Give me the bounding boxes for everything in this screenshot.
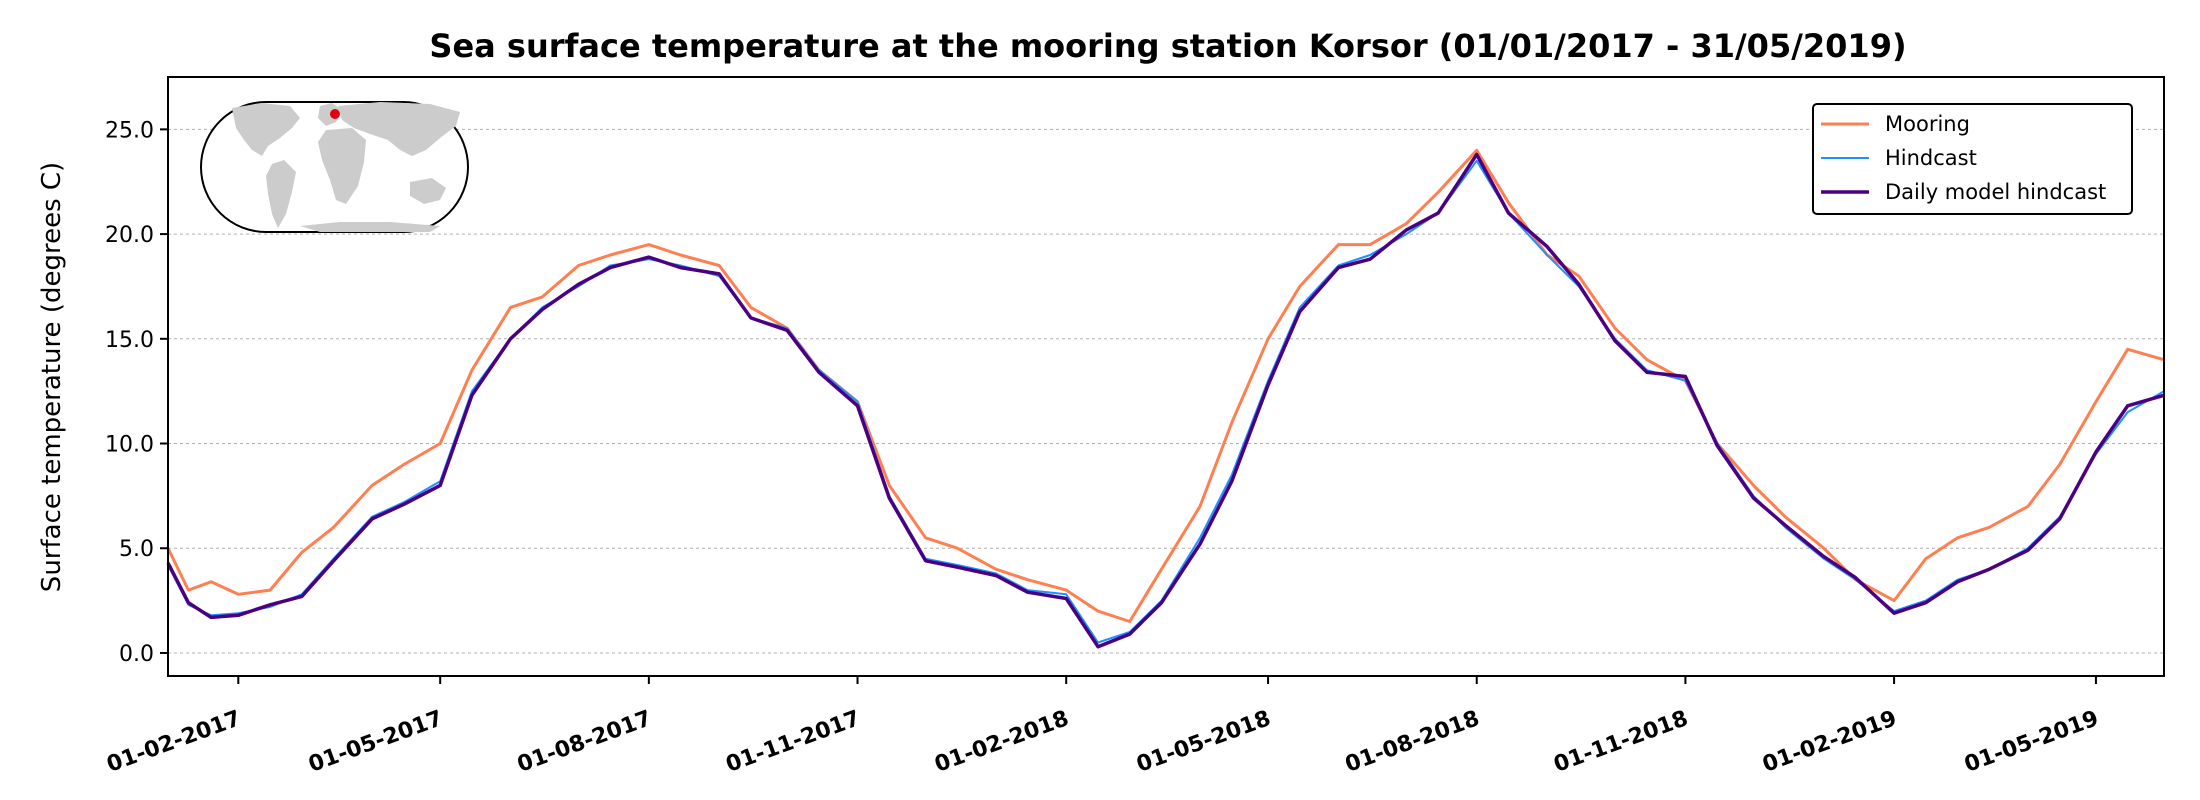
station-location-marker (330, 109, 340, 119)
y-tick-label: 25.0 (105, 118, 154, 143)
inset-land (232, 102, 460, 232)
x-tick-label: 01-05-2019 (1961, 706, 2102, 778)
series-line-mooring (166, 148, 2165, 623)
y-tick-label: 15.0 (105, 328, 154, 353)
legend-items: Mooring Hindcast Daily model hindcast (1821, 112, 2106, 204)
legend: Mooring Hindcast Daily model hindcast (1812, 103, 2133, 215)
x-tick-label: 01-02-2018 (931, 706, 1072, 778)
x-axis: 01-02-2017 01-05-2017 01-08-2017 01-11-2017… (104, 676, 2102, 778)
y-axis-label: Surface temperature (degrees C) (37, 162, 67, 592)
series-layer (166, 148, 2165, 649)
x-tick-label: 01-08-2017 (514, 706, 655, 778)
series-line-daily-model-hindcast (166, 152, 2165, 649)
x-tick-label: 01-05-2018 (1133, 706, 1274, 778)
legend-label: Hindcast (1885, 146, 1977, 170)
legend-frame (1812, 103, 2133, 215)
legend-label: Daily model hindcast (1885, 180, 2106, 204)
y-tick-label: 5.0 (119, 537, 154, 562)
series-line-hindcast (167, 159, 2165, 644)
y-axis: 0.0 5.0 10.0 15.0 20.0 25.0 (105, 118, 168, 667)
chart-title: Sea surface temperature at the mooring s… (429, 27, 1906, 65)
y-tick-label: 0.0 (119, 642, 154, 667)
x-tick-label: 01-11-2017 (723, 706, 864, 778)
x-tick-label: 01-08-2018 (1342, 706, 1483, 778)
y-tick-label: 10.0 (105, 433, 154, 458)
world-map-inset (200, 101, 469, 233)
x-tick-label: 01-02-2019 (1759, 706, 1900, 778)
y-tick-label: 20.0 (105, 223, 154, 248)
x-tick-label: 01-02-2017 (104, 706, 245, 778)
legend-label: Mooring (1885, 112, 1970, 136)
grid-lines (168, 128, 2164, 654)
plot-frame (167, 76, 2165, 677)
x-tick-label: 01-05-2017 (305, 706, 446, 778)
x-tick-label: 01-11-2018 (1551, 706, 1692, 778)
